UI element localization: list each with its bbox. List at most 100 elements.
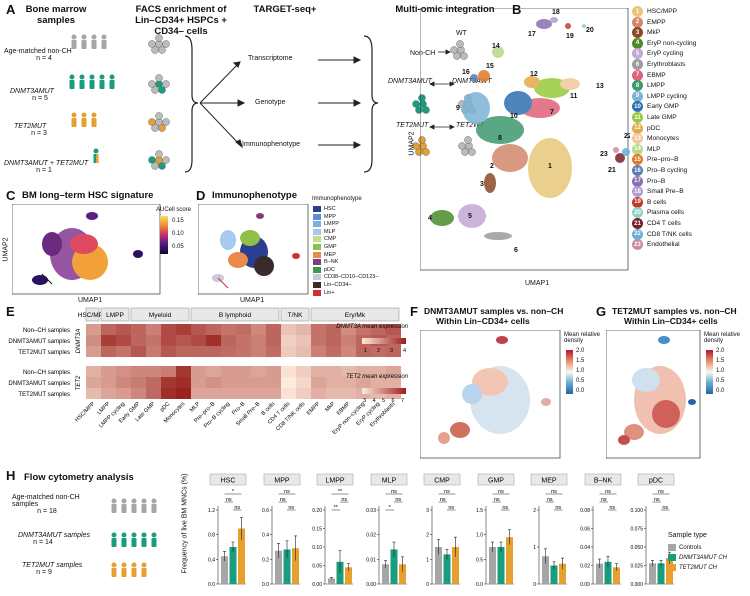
- panelH-group-3-label: TET2MUT samples: [22, 562, 83, 569]
- chart-y-tick-label: 2: [426, 533, 429, 539]
- panelE-group-label: Ery/Mk: [345, 312, 366, 319]
- panelE-cell: [161, 335, 176, 346]
- panelD-legend-title: Immunophenotype: [312, 196, 362, 202]
- panelB-ylabel: UMAP2: [408, 131, 416, 156]
- cluster-number-22: 22: [624, 133, 630, 140]
- panelE-cell: [341, 366, 356, 377]
- chart-bar: [488, 547, 496, 584]
- panelB-legend-label: Pro–B: [647, 177, 666, 185]
- panelE-cell: [236, 377, 251, 388]
- panelE-cell: [281, 388, 296, 399]
- panelB-legend-label: Endothelial: [647, 241, 680, 249]
- chart-bar: [649, 563, 656, 584]
- panel-label-b: B: [512, 2, 522, 17]
- chart-bar: [221, 556, 228, 584]
- cluster-empp: [492, 144, 528, 172]
- assay-genotype: Genotype: [255, 99, 286, 106]
- chart-sig-label: ns: [391, 489, 397, 495]
- panelE-cell: [131, 346, 146, 357]
- panelD-legend-item: pDC: [313, 266, 335, 273]
- panelE-cell: [236, 366, 251, 377]
- panelD-legend-swatch: [313, 282, 321, 288]
- panelE-cell: [206, 366, 221, 377]
- panelE-cell: [356, 377, 371, 388]
- panelE-cell: [341, 324, 356, 335]
- panelB-legend-label: Pre–pro–B: [647, 156, 679, 164]
- cluster-b-cells: [565, 23, 571, 29]
- cluster-endothelial: [613, 147, 619, 153]
- panelC-tick-3: 0.05: [172, 244, 184, 250]
- panelE-cell: [101, 388, 116, 399]
- chart-bar: [229, 547, 237, 584]
- panelD-legend-label: MPP: [324, 213, 336, 220]
- panelE-group-label: T/NK: [288, 312, 303, 319]
- panelB-legend-badge: 22: [632, 228, 643, 240]
- panelB-legend-label: Pro–B cycling: [647, 167, 688, 174]
- panelE-cell: [146, 388, 161, 399]
- panelB-xlabel: UMAP1: [525, 280, 550, 287]
- integration-arrows: [429, 49, 455, 130]
- panelH-legend-swatch-dnmt3a: [668, 554, 676, 561]
- panelB-legend-label: CD4 T cells: [647, 220, 681, 227]
- cluster-mlp: [492, 46, 504, 58]
- panelB-legend-label: Small Pre–B: [647, 188, 684, 196]
- chart-sig-label: ns: [440, 497, 446, 503]
- panelB-legend-item: 9 LMPP cycling: [632, 90, 687, 102]
- panelE-cell: [146, 377, 161, 388]
- panelB-legend-label: LMPP: [647, 82, 665, 90]
- panelA-col-title-integration: Multi-omic integration: [395, 4, 495, 15]
- chart-bar: [238, 528, 245, 584]
- people-icons-orange: [71, 112, 97, 127]
- chart-bar: [345, 567, 352, 584]
- panel-label-g: G: [596, 304, 607, 319]
- chart-bar: [595, 563, 603, 584]
- panelE-cell: [371, 346, 386, 357]
- integration-dnmt3a-mut: DNMT3AMUT: [388, 78, 432, 85]
- panelB-legend-badge: 20: [632, 207, 643, 219]
- panelE-cell: [101, 377, 116, 388]
- panelH-group-3: TET2MUT samples n = 9: [22, 562, 112, 576]
- panelB-legend-item: 19 B cells: [632, 196, 666, 208]
- chart-bar: [283, 549, 290, 584]
- panelE-cell: [251, 377, 266, 388]
- chart-sig-label: *: [232, 489, 235, 495]
- panelE-cell: [146, 346, 161, 357]
- chart-y-tick-label: 0.000: [630, 582, 643, 588]
- chart-y-tick-label: 0.02: [580, 564, 590, 570]
- panelD-title: Immunophenotype: [212, 190, 297, 201]
- cluster-number-17: 17: [528, 31, 536, 38]
- integration-wt: WT: [456, 30, 467, 37]
- cluster-number-1: 1: [548, 163, 552, 170]
- panelB-legend-item: 2 EMPP: [632, 16, 666, 28]
- panelD-xlabel: UMAP1: [240, 297, 265, 304]
- panelE-group-header: [190, 307, 280, 322]
- chart-title: MPP: [274, 478, 290, 485]
- panelE-cell: [251, 366, 266, 377]
- panelE-row-label: DNMT3AMUT samples: [8, 339, 70, 345]
- panelA-group-2: DNMT3AMUT n = 5: [10, 88, 110, 102]
- panelE-cell: [341, 388, 356, 399]
- chart-facet-header: [477, 473, 514, 486]
- panelE-legend1-title: DNMT3A mean expression: [336, 324, 408, 330]
- panelD-legend-swatch: [313, 236, 321, 243]
- chart-title: B–NK: [593, 478, 612, 485]
- panelA-group-4: DNMT3AMUT + TET2MUT n = 1: [4, 160, 114, 174]
- chart-title: LMPP: [325, 478, 344, 485]
- chart-bar: [452, 547, 459, 584]
- panelB-legend-item: 3 MkP: [632, 27, 660, 39]
- panelB-legend-item: 4 EryP non-cycling: [632, 37, 696, 49]
- panelE-column-label: EMPP: [306, 401, 322, 417]
- panelE-cell: [371, 324, 386, 335]
- panelD-legend-item: MLP: [313, 228, 335, 235]
- panelH-legend-swatch-controls: [668, 544, 676, 551]
- panelE-cell: [266, 324, 281, 335]
- chart-y-tick-label: 2: [533, 508, 536, 514]
- panelB-legend-label: CD8 T/NK cells: [647, 230, 692, 238]
- panelH-group-1: Age-matched non-CH samples n = 18: [12, 494, 102, 515]
- chart-title: pDC: [649, 478, 663, 485]
- panelE-group-header: [280, 307, 310, 322]
- chart-bar: [550, 565, 558, 584]
- chart-bar: [505, 537, 513, 584]
- panelG-colorbar: [706, 350, 713, 394]
